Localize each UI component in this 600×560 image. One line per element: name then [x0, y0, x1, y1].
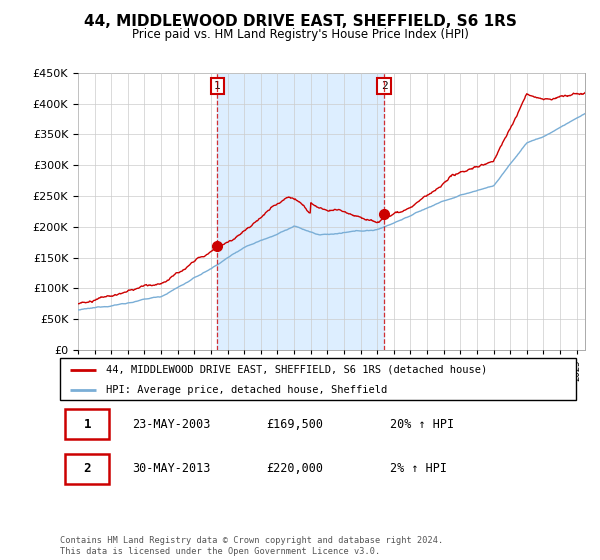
- Text: 2: 2: [83, 463, 91, 475]
- Text: 2% ↑ HPI: 2% ↑ HPI: [390, 463, 447, 475]
- FancyBboxPatch shape: [60, 358, 576, 400]
- Text: Contains HM Land Registry data © Crown copyright and database right 2024.
This d: Contains HM Land Registry data © Crown c…: [60, 536, 443, 556]
- Text: 44, MIDDLEWOOD DRIVE EAST, SHEFFIELD, S6 1RS: 44, MIDDLEWOOD DRIVE EAST, SHEFFIELD, S6…: [83, 14, 517, 29]
- Text: Price paid vs. HM Land Registry's House Price Index (HPI): Price paid vs. HM Land Registry's House …: [131, 28, 469, 41]
- FancyBboxPatch shape: [65, 409, 109, 440]
- FancyBboxPatch shape: [65, 454, 109, 484]
- Text: 2: 2: [380, 81, 388, 91]
- Bar: [217, 73, 384, 350]
- Text: 1: 1: [83, 418, 91, 431]
- Text: 30-MAY-2013: 30-MAY-2013: [132, 463, 211, 475]
- Text: 1: 1: [214, 81, 221, 91]
- Text: 23-MAY-2003: 23-MAY-2003: [132, 418, 211, 431]
- Text: 20% ↑ HPI: 20% ↑ HPI: [390, 418, 454, 431]
- Text: HPI: Average price, detached house, Sheffield: HPI: Average price, detached house, Shef…: [106, 385, 388, 395]
- Text: 44, MIDDLEWOOD DRIVE EAST, SHEFFIELD, S6 1RS (detached house): 44, MIDDLEWOOD DRIVE EAST, SHEFFIELD, S6…: [106, 365, 488, 375]
- Text: £220,000: £220,000: [266, 463, 323, 475]
- Text: £169,500: £169,500: [266, 418, 323, 431]
